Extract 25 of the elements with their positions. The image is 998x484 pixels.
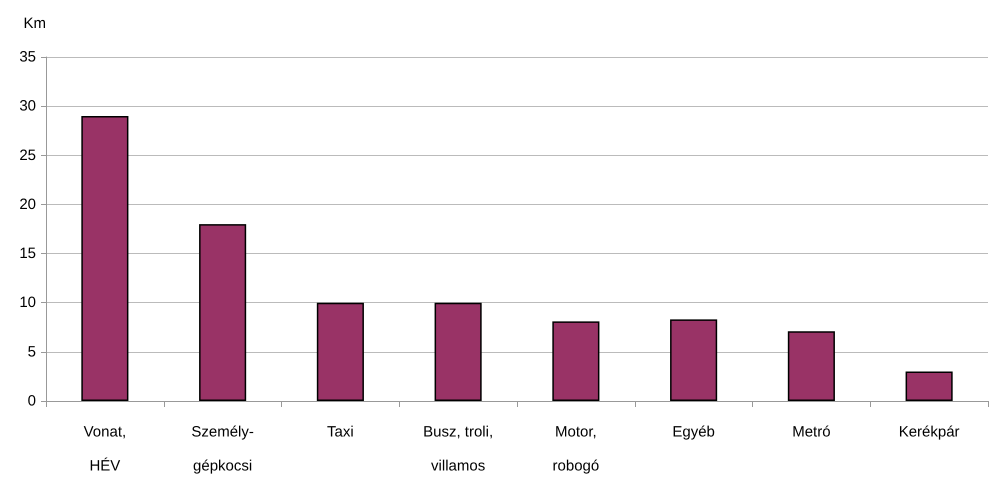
bar xyxy=(906,372,953,401)
y-tick-label: 20 xyxy=(19,196,36,213)
x-tick-label: Személy- gépkocsi xyxy=(191,424,254,474)
y-tick-label: 30 xyxy=(19,98,36,115)
x-tick-label: Kerékpár xyxy=(898,424,960,440)
bar xyxy=(81,116,128,401)
x-tick-label: Taxi xyxy=(327,424,354,440)
bar xyxy=(434,302,482,401)
y-tick-label: 25 xyxy=(19,146,36,164)
y-tick-label: 35 xyxy=(19,48,36,66)
x-tick-label: Motor, robogó xyxy=(552,424,600,474)
bar xyxy=(788,331,835,401)
bar xyxy=(199,224,246,401)
bar xyxy=(670,319,718,401)
bar xyxy=(552,321,600,401)
x-tick-label: Vonat, HÉV xyxy=(84,424,126,474)
y-tick-label: 0 xyxy=(28,392,36,410)
x-tick-label: Busz, troli, villamos xyxy=(423,424,494,474)
y-tick-label: 10 xyxy=(19,294,36,312)
y-tick-label: 5 xyxy=(28,343,36,360)
y-axis-title: Km xyxy=(24,15,46,32)
x-tick-label: Metró xyxy=(792,424,831,440)
x-tick-label: Egyéb xyxy=(672,424,715,440)
y-tick-label: 15 xyxy=(19,245,36,262)
bar xyxy=(316,302,364,401)
